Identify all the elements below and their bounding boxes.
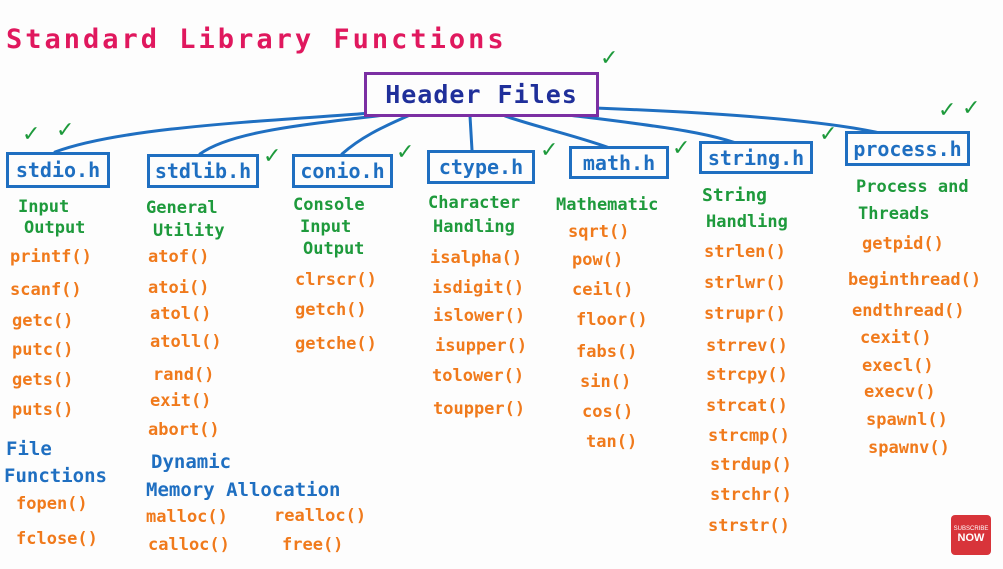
function-item: isupper() <box>435 336 528 356</box>
header-box-stdlib: stdlib.h <box>147 154 259 188</box>
function-item: spawnv() <box>868 438 950 458</box>
function-item: atoll() <box>150 332 222 352</box>
function-item: toupper() <box>433 399 526 419</box>
check-icon: ✓ <box>540 138 559 163</box>
function-item: strlen() <box>704 242 786 262</box>
function-item: realloc() <box>274 506 367 526</box>
function-item: getc() <box>12 311 74 331</box>
function-item: execl() <box>862 356 934 376</box>
function-item: tan() <box>586 432 638 452</box>
function-item: strcat() <box>706 396 788 416</box>
function-item: calloc() <box>148 535 230 555</box>
ctype-description: Handling <box>433 217 515 237</box>
check-icon: ✓ <box>819 122 838 147</box>
function-item: fabs() <box>576 342 638 362</box>
function-item: strlwr() <box>704 273 786 293</box>
conio-description: Output <box>303 239 365 259</box>
function-item: endthread() <box>852 301 965 321</box>
function-item: strstr() <box>708 516 790 536</box>
process-description: Threads <box>858 204 930 224</box>
conio-description: Console <box>293 195 365 215</box>
function-item: ceil() <box>572 280 634 300</box>
subscribe-label: SUBSCRIBE <box>953 526 989 532</box>
function-item: cexit() <box>860 328 932 348</box>
function-item: atof() <box>148 247 210 267</box>
stdio-description: Input <box>18 197 70 217</box>
dynamic-memory-label: Dynamic <box>151 451 232 473</box>
function-item: isalpha() <box>430 248 523 268</box>
function-item: islower() <box>433 306 526 326</box>
function-item: fclose() <box>16 529 98 549</box>
stdlib-description: General <box>146 198 218 218</box>
function-item: getche() <box>295 334 377 354</box>
function-item: cos() <box>582 402 634 422</box>
check-icon: ✓ <box>263 144 282 169</box>
function-item: putc() <box>12 340 74 360</box>
function-item: scanf() <box>10 280 82 300</box>
stdlib-description: Utility <box>153 221 225 241</box>
function-item: clrscr() <box>295 270 377 290</box>
check-icon: ✓ <box>938 98 957 123</box>
function-item: free() <box>282 535 344 555</box>
check-icon: ✓ <box>22 122 41 147</box>
function-item: sin() <box>580 372 632 392</box>
subscribe-button[interactable]: SUBSCRIBE NOW <box>951 515 991 555</box>
function-item: atol() <box>150 304 212 324</box>
math-description: Mathematic <box>556 195 659 215</box>
string-description: Handling <box>706 212 788 232</box>
function-item: strrev() <box>706 336 788 356</box>
function-item: getch() <box>295 300 367 320</box>
function-item: strchr() <box>710 485 792 505</box>
file-functions-label: Functions <box>4 465 107 487</box>
check-icon: ✓ <box>672 136 691 161</box>
function-item: strdup() <box>710 455 792 475</box>
function-item: malloc() <box>146 507 228 527</box>
dynamic-memory-label: Memory Allocation <box>146 479 341 501</box>
function-item: fopen() <box>16 494 88 514</box>
stdio-description: Output <box>24 218 86 238</box>
function-item: sqrt() <box>568 222 630 242</box>
check-icon: ✓ <box>962 96 981 121</box>
function-item: strcmp() <box>708 426 790 446</box>
check-icon: ✓ <box>396 140 415 165</box>
file-functions-label: File <box>6 438 52 460</box>
header-box-process: process.h <box>845 131 970 166</box>
header-box-string: string.h <box>699 141 813 174</box>
function-item: floor() <box>576 310 648 330</box>
function-item: gets() <box>12 370 74 390</box>
function-item: beginthread() <box>848 270 982 290</box>
function-item: atoi() <box>148 278 210 298</box>
header-files-box: Header Files <box>364 72 599 117</box>
function-item: getpid() <box>862 234 944 254</box>
function-item: pow() <box>572 250 624 270</box>
function-item: strupr() <box>704 304 786 324</box>
header-box-math: math.h <box>569 146 669 179</box>
function-item: execv() <box>864 382 936 402</box>
function-item: strcpy() <box>706 365 788 385</box>
function-item: isdigit() <box>432 278 525 298</box>
check-icon: ✓ <box>600 46 619 71</box>
check-icon: ✓ <box>56 118 75 143</box>
header-box-conio: conio.h <box>292 154 393 188</box>
conio-description: Input <box>300 217 352 237</box>
header-box-stdio: stdio.h <box>6 152 110 188</box>
function-item: printf() <box>10 247 92 267</box>
function-item: abort() <box>148 420 220 440</box>
string-description: String <box>702 185 768 206</box>
function-item: spawnl() <box>866 410 948 430</box>
function-item: exit() <box>150 391 212 411</box>
header-box-ctype: ctype.h <box>427 150 535 184</box>
function-item: rand() <box>153 365 215 385</box>
ctype-description: Character <box>428 193 521 213</box>
now-label: NOW <box>957 532 985 544</box>
function-item: puts() <box>12 400 74 420</box>
function-item: tolower() <box>432 366 525 386</box>
page-title: Standard Library Functions <box>6 24 507 55</box>
process-description: Process and <box>856 177 969 197</box>
